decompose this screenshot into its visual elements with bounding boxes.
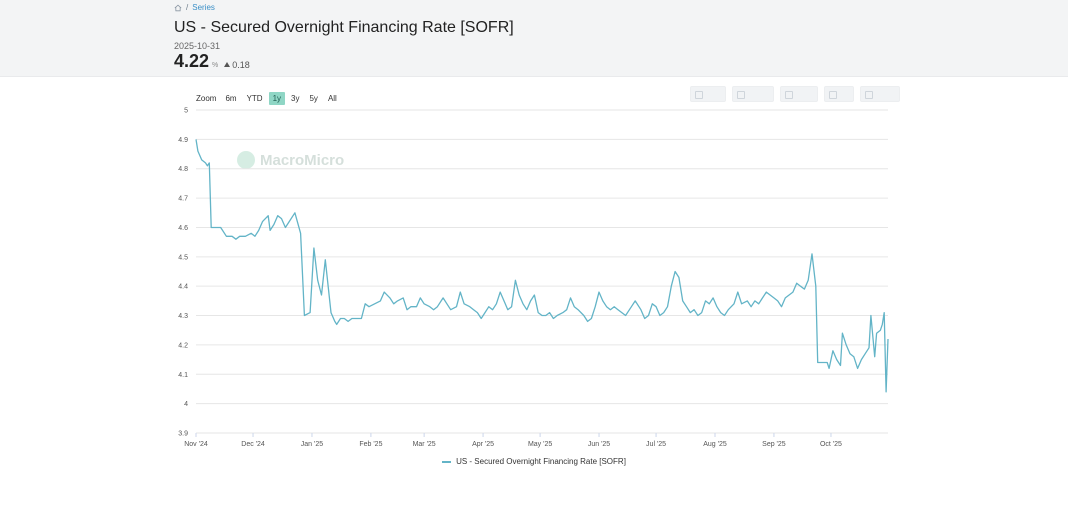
x-tick-label: Oct '25 <box>820 441 842 448</box>
tool-icon <box>829 91 837 99</box>
y-tick-label: 3.9 <box>178 431 188 438</box>
y-tick-label: 4.9 <box>178 137 188 144</box>
tool-icon <box>695 91 703 99</box>
x-axis-ticks: Nov '24 Dec '24 Jan '25 Feb '25 Mar '25 Apr '… <box>184 433 842 448</box>
toolbar-button-5[interactable] <box>860 86 900 102</box>
arrow-up-icon <box>224 62 231 67</box>
chart-toolbar <box>690 86 900 102</box>
watermark: MacroMicro <box>237 151 344 169</box>
latest-unit: % <box>212 62 219 69</box>
watermark-text: MacroMicro <box>260 151 345 169</box>
latest-change-value: 0.18 <box>232 59 250 70</box>
toolbar-button-2[interactable] <box>732 86 774 102</box>
x-tick-label: May '25 <box>528 441 552 448</box>
x-tick-label: Jun '25 <box>588 441 610 448</box>
grid-lines <box>196 109 888 434</box>
range-button-6m[interactable]: 6m <box>225 94 237 103</box>
y-tick-label: 4.4 <box>178 284 188 291</box>
range-selector: Zoom 6m YTD 1y 3y 5y All <box>196 92 343 105</box>
range-selector-label: Zoom <box>196 94 217 103</box>
series-line-sofr[interactable] <box>195 139 889 393</box>
tool-icon <box>865 91 873 99</box>
y-tick-label: 4.5 <box>178 254 188 261</box>
toolbar-button-1[interactable] <box>690 86 726 102</box>
y-tick-label: 5 <box>184 108 188 115</box>
y-tick-label: 4.7 <box>178 196 188 203</box>
y-axis-ticks: 5 4.9 4.8 4.7 4.6 4.5 4.4 4.3 4.2 4.1 4 3.9 <box>178 108 188 438</box>
range-button-ytd[interactable]: YTD <box>246 94 263 103</box>
legend-label: US - Secured Overnight Financing Rate [S… <box>456 457 626 466</box>
tool-icon <box>737 91 745 99</box>
x-tick-label: Jul '25 <box>646 441 666 448</box>
x-tick-label: Mar '25 <box>413 441 436 448</box>
latest-change: 0.18 <box>224 60 250 70</box>
y-tick-label: 4.6 <box>178 225 188 232</box>
latest-date: 2025-10-31 <box>174 41 221 51</box>
y-tick-label: 4.1 <box>178 372 188 379</box>
breadcrumb-separator: / <box>186 3 189 12</box>
latest-value-row: 4.22 % 0.18 <box>174 51 250 72</box>
range-button-5y[interactable]: 5y <box>309 94 318 103</box>
x-tick-label: Nov '24 <box>184 441 208 448</box>
x-tick-label: Aug '25 <box>703 441 727 448</box>
toolbar-button-3[interactable] <box>780 86 818 102</box>
home-icon[interactable] <box>174 4 182 12</box>
x-tick-label: Jan '25 <box>301 441 323 448</box>
range-button-all[interactable]: All <box>327 94 337 103</box>
breadcrumb-link-series[interactable]: Series <box>192 3 215 12</box>
y-tick-label: 4 <box>184 401 188 408</box>
legend-swatch <box>442 460 452 463</box>
legend[interactable]: US - Secured Overnight Financing Rate [S… <box>0 457 1068 466</box>
latest-value: 4.22 <box>174 51 210 71</box>
y-tick-label: 4.8 <box>178 166 188 173</box>
series-header: / Series US - Secured Overnight Financin… <box>0 0 1068 77</box>
breadcrumb: / Series <box>174 3 215 12</box>
page-title: US - Secured Overnight Financing Rate [S… <box>174 19 514 36</box>
range-button-3y[interactable]: 3y <box>291 94 300 103</box>
macromicro-logo-icon <box>237 151 255 169</box>
tool-icon <box>785 91 793 99</box>
series-group <box>195 139 889 393</box>
range-button-1y[interactable]: 1y <box>268 92 286 105</box>
x-tick-label: Apr '25 <box>472 441 494 448</box>
x-tick-label: Sep '25 <box>762 441 786 448</box>
x-tick-label: Dec '24 <box>241 441 265 448</box>
y-tick-label: 4.2 <box>178 342 188 349</box>
toolbar-button-4[interactable] <box>824 86 854 102</box>
x-tick-label: Feb '25 <box>359 441 382 448</box>
y-tick-label: 4.3 <box>178 313 188 320</box>
